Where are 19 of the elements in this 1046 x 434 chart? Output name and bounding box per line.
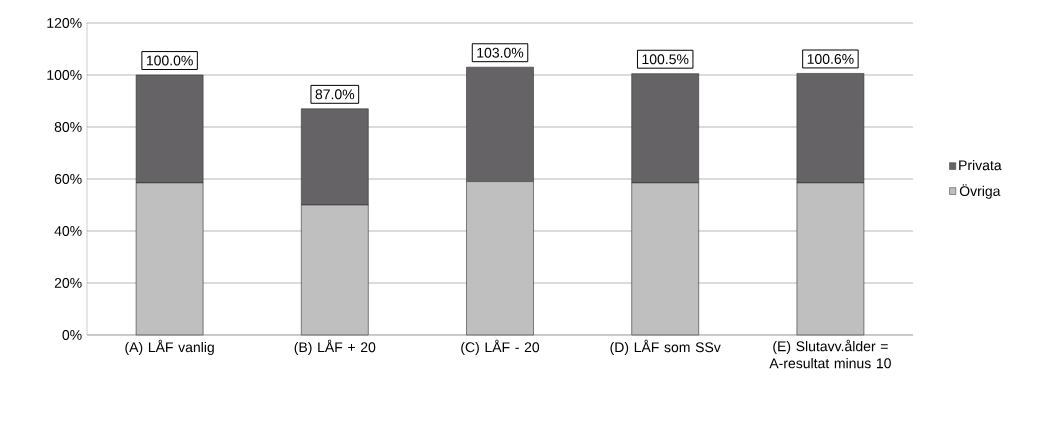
x-tick-label: (A) LÅF vanlig [125, 339, 214, 355]
y-tick-label: 100% [47, 70, 82, 80]
y-tick-label: 40% [54, 226, 82, 236]
y-tick-label: 20% [54, 278, 82, 288]
x-tick-label: (D) LÅF som SSv [610, 339, 721, 355]
x-tick-label: (C) LÅF - 20 [461, 339, 540, 355]
y-tick-label: 120% [47, 18, 82, 28]
total-label: 103.0% [477, 47, 524, 58]
legend-label: Privata [959, 159, 1002, 171]
x-tick-label: (E) Slutavv.ålder = A-resultat minus 10 [769, 339, 891, 369]
total-label: 100.5% [642, 54, 689, 65]
y-tick-label: 80% [54, 122, 82, 132]
total-label: 87.0% [315, 89, 355, 100]
total-label: 100.0% [146, 55, 193, 66]
y-tick-label: 60% [54, 174, 82, 184]
x-tick-label: (B) LÅF + 20 [294, 339, 376, 355]
total-label: 100.6% [807, 54, 854, 64]
y-tick-label: 0% [62, 330, 82, 340]
legend-label: Övriga [959, 184, 1001, 199]
